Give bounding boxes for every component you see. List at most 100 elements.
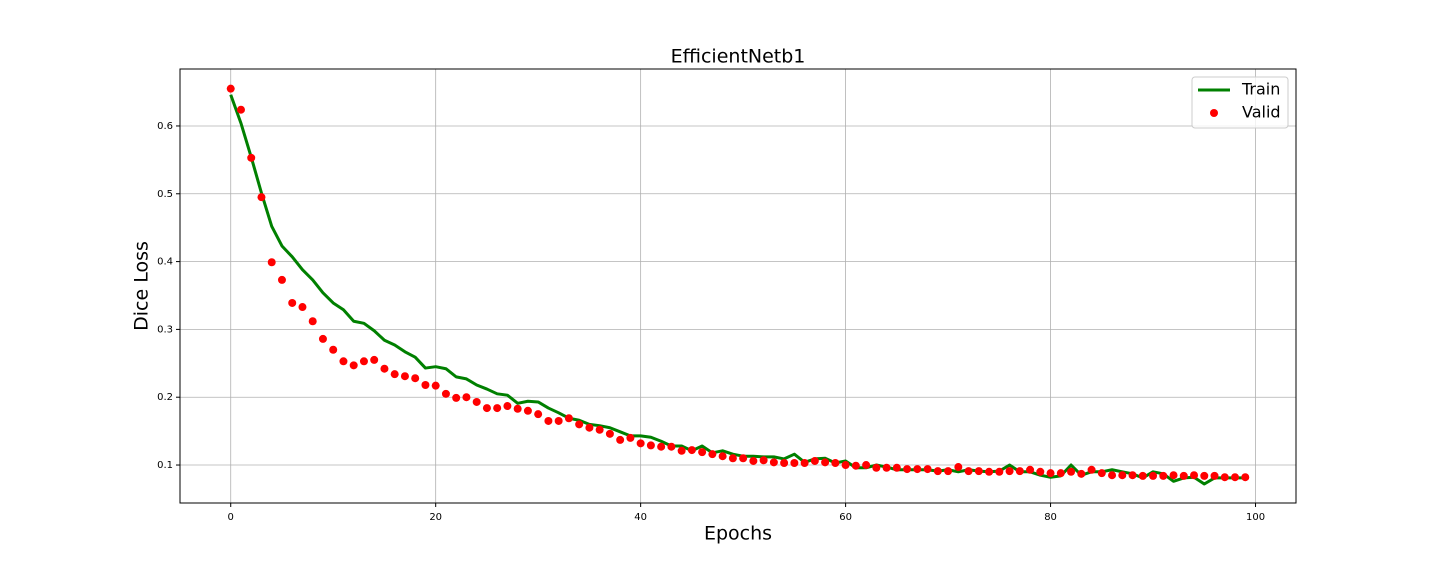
data-point	[288, 298, 297, 307]
data-point	[974, 467, 983, 476]
data-point	[882, 463, 891, 472]
y-tick-label: 0.2	[157, 392, 173, 403]
data-point	[298, 303, 307, 312]
data-point	[236, 105, 245, 114]
data-point	[329, 345, 338, 354]
data-point	[441, 389, 450, 398]
data-point	[359, 357, 368, 366]
data-point	[257, 193, 266, 202]
data-point	[841, 461, 850, 470]
data-point	[903, 465, 912, 474]
data-point	[318, 334, 327, 343]
data-point	[1015, 467, 1024, 476]
legend-marker	[1210, 109, 1218, 117]
data-point	[1220, 473, 1229, 482]
data-point	[1077, 469, 1086, 478]
x-tick-label: 0	[228, 512, 234, 523]
data-point	[411, 374, 420, 383]
data-point	[954, 463, 963, 472]
data-point	[585, 423, 594, 432]
data-point	[564, 414, 573, 423]
data-point	[554, 416, 563, 425]
data-point	[544, 416, 553, 425]
data-point	[1118, 471, 1127, 480]
data-point	[431, 381, 440, 390]
data-point	[277, 275, 286, 284]
data-point	[790, 458, 799, 467]
data-point	[472, 397, 481, 406]
y-tick-label: 0.4	[157, 257, 173, 268]
data-point	[226, 84, 235, 93]
data-point	[1005, 467, 1014, 476]
data-point	[267, 258, 276, 267]
legend-label: Valid	[1242, 103, 1281, 122]
data-point	[1108, 471, 1117, 480]
data-line	[229, 94, 1246, 486]
data-point	[534, 410, 543, 419]
data-point	[513, 404, 522, 413]
data-point	[657, 442, 666, 451]
data-point	[616, 435, 625, 444]
data-point	[646, 441, 655, 450]
data-point	[923, 465, 932, 474]
data-point	[1159, 471, 1168, 480]
data-point	[995, 467, 1004, 476]
data-point	[1231, 473, 1240, 482]
data-point	[944, 467, 953, 476]
data-point	[687, 446, 696, 455]
data-point	[749, 456, 758, 465]
data-point	[1169, 471, 1178, 480]
data-point	[728, 454, 737, 463]
data-point	[1179, 471, 1188, 480]
data-point	[667, 442, 676, 451]
data-point	[482, 404, 491, 413]
x-tick-label: 100	[1246, 512, 1265, 523]
data-point	[1026, 465, 1035, 474]
data-point	[452, 393, 461, 402]
data-point	[1138, 471, 1147, 480]
data-point	[1056, 469, 1065, 478]
data-point	[985, 467, 994, 476]
data-point	[370, 355, 379, 364]
data-point	[1241, 473, 1250, 482]
data-point	[769, 458, 778, 467]
data-point	[390, 370, 399, 379]
data-point	[708, 450, 717, 459]
data-point	[493, 404, 502, 413]
data-point	[964, 467, 973, 476]
data-point	[933, 467, 942, 476]
data-point	[503, 402, 512, 411]
data-point	[821, 458, 830, 467]
data-point	[1190, 471, 1199, 480]
data-point	[1128, 471, 1137, 480]
data-point	[1200, 471, 1209, 480]
data-point	[400, 372, 409, 381]
data-point	[739, 454, 748, 463]
x-tick-label: 40	[634, 512, 647, 523]
data-point	[831, 458, 840, 467]
data-point	[380, 364, 389, 373]
data-point	[595, 425, 604, 434]
data-point	[1046, 469, 1055, 478]
y-tick-label: 0.3	[157, 324, 173, 335]
data-point	[810, 456, 819, 465]
data-point	[862, 461, 871, 470]
chart-title: EfficientNetb1	[671, 46, 806, 68]
data-point	[626, 433, 635, 442]
data-point	[698, 448, 707, 457]
data-point	[349, 361, 358, 370]
plot-frame	[179, 68, 1297, 504]
x-tick-label: 60	[839, 512, 852, 523]
data-point	[800, 458, 809, 467]
legend-label: Train	[1241, 80, 1280, 99]
data-point	[1036, 467, 1045, 476]
y-axis-label: Dice Loss	[131, 241, 153, 331]
data-point	[339, 357, 348, 366]
data-point	[308, 317, 317, 326]
y-tick-label: 0.1	[157, 460, 173, 471]
data-point	[780, 458, 789, 467]
data-point	[1087, 465, 1096, 474]
data-point	[421, 381, 430, 390]
data-point	[575, 420, 584, 429]
data-point	[718, 452, 727, 461]
